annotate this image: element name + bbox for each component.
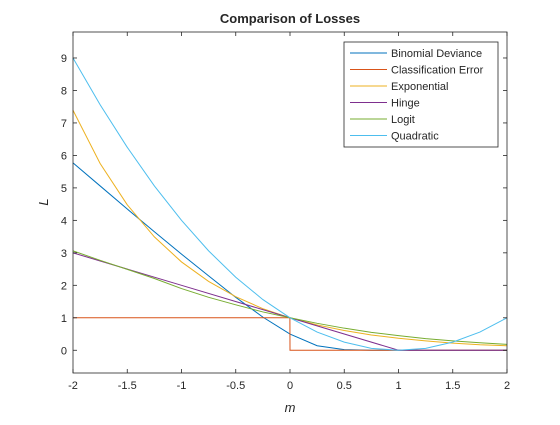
y-tick-label: 7 (61, 118, 67, 130)
x-axis-label: m (285, 400, 296, 415)
x-tick-label: -1 (177, 380, 187, 392)
y-tick-label: 1 (61, 313, 67, 325)
x-tick-label: 1 (395, 380, 401, 392)
x-axis: -2 -1.5 -1 -0.5 0 0.5 1 1.5 2 (68, 32, 510, 392)
legend-entry: Hinge (391, 98, 420, 110)
x-tick-label: 0 (287, 380, 293, 392)
y-tick-label: 2 (61, 280, 67, 292)
y-tick-label: 3 (61, 248, 67, 260)
legend-entry: Logit (391, 114, 415, 126)
legend-box (343, 41, 499, 148)
y-tick-label: 6 (61, 150, 67, 162)
legend-entry: Quadratic (391, 131, 439, 143)
y-tick-label: 0 (61, 345, 67, 357)
legend: Binomial Deviance Classification Error Exp… (343, 41, 499, 148)
legend-entry: Exponential (391, 81, 449, 93)
y-axis: 0 1 2 3 4 5 6 7 8 9 (61, 53, 507, 357)
series-line-5 (72, 57, 508, 351)
x-tick-label: 2 (504, 380, 510, 392)
y-tick-label: 8 (61, 85, 67, 97)
y-tick-label: 9 (61, 53, 67, 65)
series-line-3 (72, 252, 507, 351)
y-axis-label: L (36, 198, 51, 205)
legend-entry: Binomial Deviance (391, 48, 482, 60)
x-tick-label: 0.5 (337, 380, 352, 392)
x-tick-label: -1.5 (118, 380, 137, 392)
chart-title: Comparison of Losses (220, 11, 360, 26)
y-tick-label: 5 (61, 183, 67, 195)
legend-entry: Classification Error (391, 65, 484, 77)
y-tick-label: 4 (61, 215, 67, 227)
series-layer (72, 57, 508, 351)
x-tick-label: -2 (68, 380, 78, 392)
x-tick-label: -0.5 (226, 380, 245, 392)
x-tick-label: 1.5 (445, 380, 460, 392)
